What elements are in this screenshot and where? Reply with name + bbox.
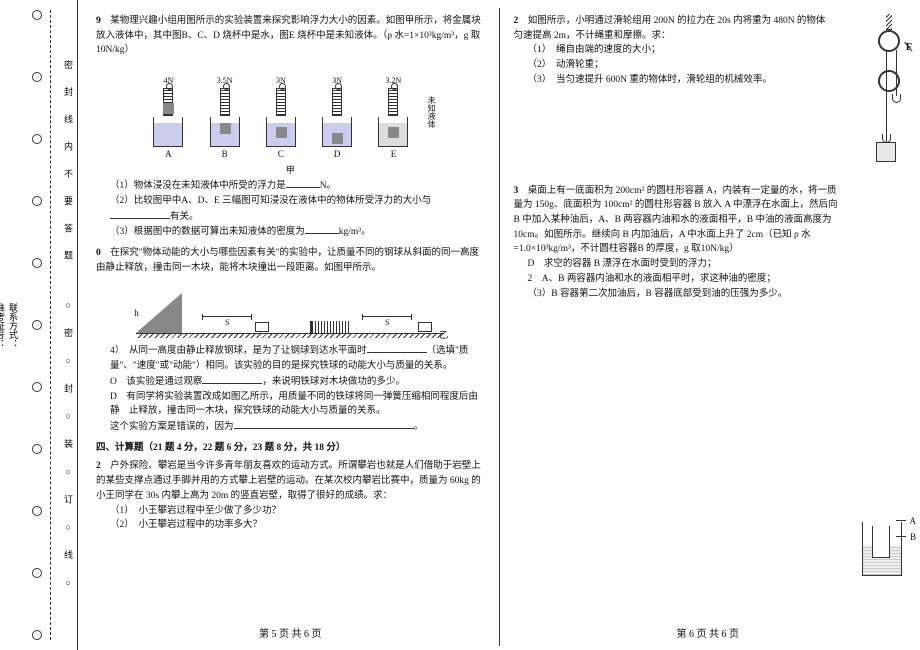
q10-stem: 在探究"物体动能的大小与哪些因素有关"的实验中，让质量不同的钢球从斜面的同一高度… — [96, 248, 479, 273]
blank-10-O[interactable] — [202, 374, 262, 384]
question-22: 2 如图所示，小明通过滑轮组用 200N 的拉力在 20s 内将重为 480N … — [514, 14, 903, 88]
q9-number: 9 — [96, 16, 101, 26]
q23-number: 3 — [514, 186, 519, 196]
q22-stem: 如图所示，小明通过滑轮组用 200N 的拉力在 20s 内将重为 480N 的物… — [514, 16, 826, 41]
fold-circles — [32, 10, 42, 640]
gutter-form-labels: 联系方式： 准考证号： 姓名： — [0, 0, 22, 650]
blank-10-reason[interactable] — [234, 419, 414, 429]
gutter-id-label: 准考证号： — [0, 20, 7, 630]
blank-10-4[interactable] — [367, 343, 427, 353]
binding-gutter: 联系方式： 准考证号： 姓名： 密 封 线 内 不 要 答 题 ○ 密 ○ 封 … — [0, 0, 78, 650]
seal-line-label: ○ 密 ○ 封 ○ 装 ○ 订 ○ 线 ○ — [62, 300, 75, 596]
q10-number: 0 — [96, 248, 101, 258]
q22-number: 2 — [514, 16, 519, 26]
q9-stem: 某物理兴趣小组用图所示的实验装置来探究影响浮力大小的因素。如图甲所示，将金属块放… — [96, 16, 481, 55]
page-6-footer: 第 6 页 共 6 页 — [500, 627, 917, 643]
gutter-contact-label: 联系方式： — [7, 20, 20, 630]
section-4-heading: 四、计算题（21 题 4 分，22 题 6 分，23 题 8 分，共 18 分） — [96, 441, 485, 456]
blank-9-1[interactable] — [286, 178, 320, 188]
seal-warning: 密 封 线 内 不 要 答 题 — [62, 60, 75, 268]
q23-stem: 桌面上有一底面积为 200cm² 的圆柱形容器 A，内装有一定量的水，将一质量为… — [514, 186, 838, 255]
figure-jia-label: 甲 — [96, 164, 485, 178]
page-5: 9 某物理兴趣小组用图所示的实验装置来探究影响浮力大小的因素。如图甲所示，将金属… — [82, 8, 500, 646]
question-10: 0 在探究"物体动能的大小与哪些因素有关"的实验中，让质量不同的钢球从斜面的同一… — [96, 246, 485, 435]
blank-9-3[interactable] — [305, 224, 339, 234]
question-23: 3 桌面上有一底面积为 200cm² 的圆柱形容器 A，内装有一定量的水，将一质… — [514, 184, 903, 302]
figure-jia-beakers: 4NA 3.5NB 3NC 3ND 3.2NE 未知液体 — [140, 62, 440, 162]
q21-number: 2 — [96, 461, 101, 471]
figure-container: A B — [856, 506, 902, 576]
blank-9-2[interactable] — [110, 209, 170, 219]
q21-stem: 户外探险、攀岩是当今许多青年朋友喜欢的运动方式。所谓攀岩也就是人们借助于岩壁上的… — [96, 461, 481, 500]
question-21: 2 户外探险、攀岩是当今许多青年朋友喜欢的运动方式。所谓攀岩也就是人们借助于岩壁… — [96, 459, 485, 533]
figure-pulley: F — [846, 14, 906, 164]
figure-ramp: h S S 乙 — [130, 279, 450, 339]
page-6: 2 如图所示，小明通过滑轮组用 200N 的拉力在 20s 内将重为 480N … — [500, 8, 917, 646]
question-9: 9 某物理兴趣小组用图所示的实验装置来探究影响浮力大小的因素。如图甲所示，将金属… — [96, 14, 485, 240]
page-5-footer: 第 5 页 共 6 页 — [82, 627, 499, 643]
gutter-seal-area: 密 封 线 内 不 要 答 题 ○ 密 ○ 封 ○ 装 ○ 订 ○ 线 ○ — [22, 0, 77, 650]
